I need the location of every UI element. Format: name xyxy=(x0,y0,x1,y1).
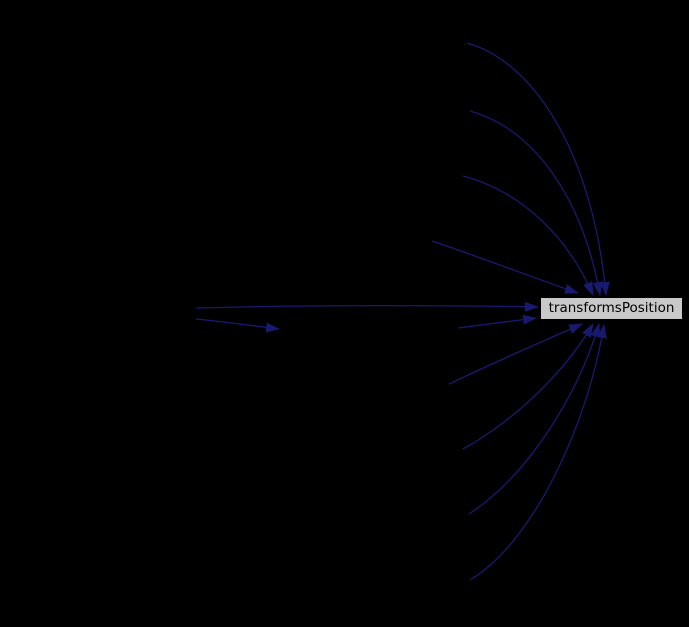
edge-lower-diagonal xyxy=(448,323,583,385)
edge-upper-diagonal xyxy=(431,240,579,294)
edge-top-3 xyxy=(462,175,594,296)
edge-layer xyxy=(195,42,610,581)
edge-left-horizontal xyxy=(195,301,539,312)
edge-bottom-3 xyxy=(469,324,607,581)
edge-bottom-2 xyxy=(468,323,601,515)
node-label: transformsPosition xyxy=(548,299,675,316)
edge-bottom-1 xyxy=(462,323,594,450)
edge-middle-short xyxy=(457,314,537,329)
node-transformsPosition: transformsPosition xyxy=(540,297,683,320)
edge-top-2 xyxy=(469,110,603,296)
edge-to-hidden-node xyxy=(195,318,280,333)
edge-top-1 xyxy=(466,42,610,296)
